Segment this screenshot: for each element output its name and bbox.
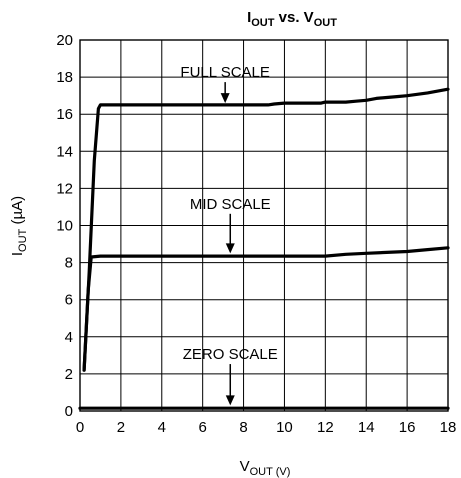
- x-tick-label-18: 18: [440, 419, 457, 436]
- arrow-head-full-scale: [220, 93, 230, 104]
- y-tick-label-12: 12: [56, 180, 73, 197]
- x-tick-label-4: 4: [158, 419, 166, 436]
- arrow-head-zero-scale: [225, 395, 235, 406]
- series-line-mid-scale: [82, 246, 450, 372]
- y-tick-label-20: 20: [56, 32, 73, 49]
- x-tick-label-14: 14: [358, 419, 375, 436]
- y-axis-label: IOUT (µA): [9, 196, 29, 256]
- series-label-zero-scale: ZERO SCALE: [183, 346, 278, 363]
- annotations: FULL SCALE MID SCALE ZERO SCALE: [180, 64, 278, 406]
- y-tick-label-18: 18: [56, 69, 73, 86]
- plot-frame: [79, 39, 449, 412]
- y-tick-label-2: 2: [65, 366, 73, 383]
- y-tick-label-0: 0: [65, 403, 73, 420]
- y-tick-label-16: 16: [56, 106, 73, 123]
- x-tick-label-16: 16: [399, 419, 416, 436]
- y-tick-label-4: 4: [65, 329, 73, 346]
- y-tick-label-6: 6: [65, 292, 73, 309]
- x-tick-label-8: 8: [239, 419, 247, 436]
- series-line-full-scale: [82, 87, 450, 372]
- x-tick-label-6: 6: [198, 419, 206, 436]
- x-axis-label: VOUT (V): [240, 458, 291, 478]
- arrow-head-mid-scale: [225, 243, 235, 254]
- series-label-full-scale: FULL SCALE: [180, 64, 269, 81]
- tick-labels: 0 2 4 6 8 10 12 14 16 18 0 2 4 6 8 10 12 14 16 18 20: [56, 32, 456, 436]
- x-tick-label-10: 10: [276, 419, 293, 436]
- x-tick-label-2: 2: [117, 419, 125, 436]
- series-label-mid-scale: MID SCALE: [190, 196, 271, 213]
- y-tick-label-10: 10: [56, 218, 73, 235]
- x-tick-label-0: 0: [76, 419, 84, 436]
- series-lines: [78, 87, 450, 410]
- chart-title: IOUT vs. VOUT: [247, 9, 337, 29]
- y-tick-label-8: 8: [65, 255, 73, 272]
- x-tick-label-12: 12: [317, 419, 334, 436]
- y-tick-label-14: 14: [56, 143, 73, 160]
